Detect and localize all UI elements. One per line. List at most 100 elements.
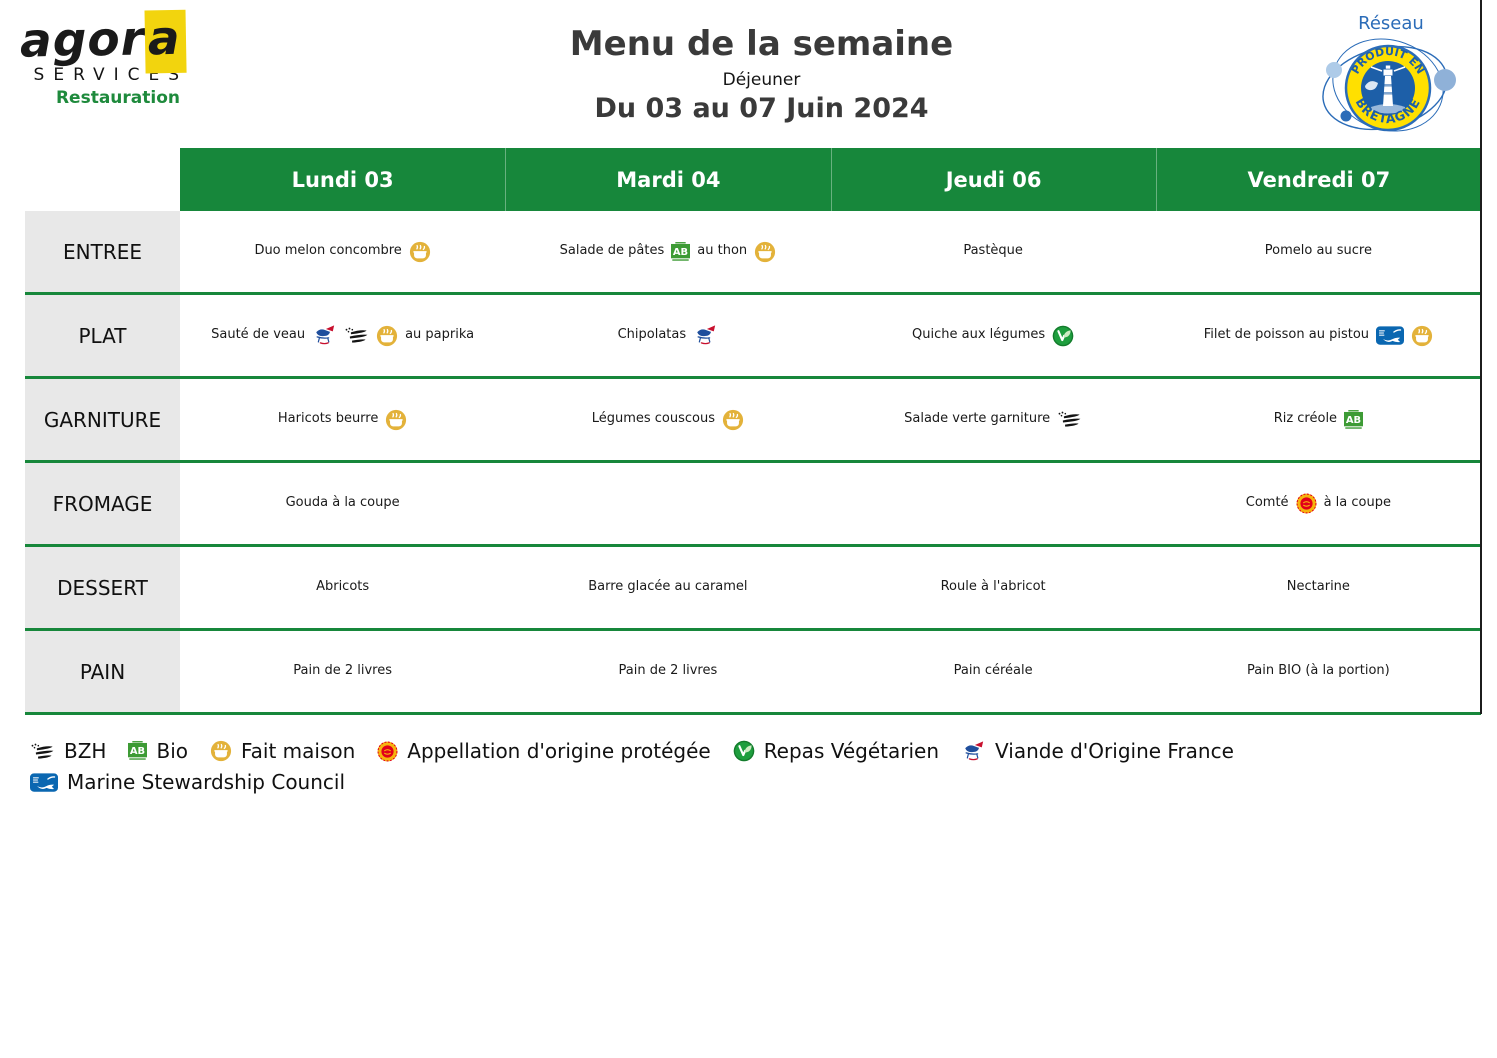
menu-item-text: Pain BIO (à la portion) (1247, 663, 1390, 679)
menu-cell: Pain céréale (831, 631, 1156, 712)
svg-text:AB: AB (673, 247, 688, 258)
viande-france-icon (312, 324, 337, 347)
aop-icon (377, 741, 398, 762)
menu-item-text: Comté (1245, 495, 1289, 511)
meal-subtitle: Déjeuner (722, 70, 801, 91)
row-label-pain: PAIN (25, 631, 180, 712)
menu-cell: Nectarine (1156, 547, 1481, 628)
table-row-garniture: GARNITURE Haricots beurre Légumes cousco… (25, 379, 1481, 463)
agora-wordmark: agora (20, 9, 211, 74)
reseau-label: Réseau (1358, 13, 1424, 34)
table-row-plat: PLAT Sauté de veau au paprika Chipolatas … (25, 295, 1481, 379)
menu-item-text: Salade de pâtes (559, 243, 665, 259)
bio-icon: AB (671, 241, 691, 262)
menu-item-text: Abricots (316, 579, 370, 595)
viande-france-icon (961, 740, 986, 763)
menu-item-text: Salade verte garniture (904, 411, 1051, 427)
menu-cell: Barre glacée au caramel (505, 547, 830, 628)
legend-item-bzh: BZH (30, 739, 106, 763)
legend-label: Marine Stewardship Council (67, 770, 346, 794)
lighthouse-icon (1370, 65, 1406, 106)
legend-label: Bio (156, 739, 188, 763)
menu-item-text: Duo melon concombre (254, 243, 402, 259)
legend-label: BZH (64, 739, 107, 763)
menu-cell: Légumes couscous (505, 379, 830, 460)
menu-item-text: Barre glacée au caramel (588, 579, 748, 595)
row-label-entree: ENTREE (25, 211, 180, 292)
menu-cell: Salade verte garniture (831, 379, 1156, 460)
bio-icon: AB (1344, 409, 1364, 430)
fait-maison-icon (722, 409, 744, 431)
title-block: Menu de la semaine Déjeuner Du 03 au 07 … (210, 12, 1313, 124)
legend-label: Fait maison (240, 739, 356, 763)
legend-item-marine-stewardship-council: Marine Stewardship Council (30, 770, 345, 794)
svg-text:AB: AB (130, 746, 145, 757)
aop-icon (1296, 493, 1317, 514)
fait-maison-icon (385, 409, 407, 431)
brittany-map-shape (1365, 81, 1378, 91)
menu-cell (831, 463, 1156, 544)
day-header-mardi: Mardi 04 (505, 148, 831, 211)
fait-maison-icon (376, 325, 398, 347)
row-label-garniture: GARNITURE (25, 379, 180, 460)
viande-france-icon (693, 324, 718, 347)
menu-cell: Pain de 2 livres (180, 631, 505, 712)
row-label-dessert: DESSERT (25, 547, 180, 628)
legend-label: Repas Végétarien (763, 739, 940, 763)
agora-yellow-square: a (144, 9, 187, 74)
fait-maison-icon (754, 241, 776, 263)
menu-cell: Quiche aux légumes (831, 295, 1156, 376)
bzh-icon (344, 326, 369, 345)
weekly-menu-table: Lundi 03 Mardi 04 Jeudi 06 Vendredi 07 E… (25, 148, 1481, 715)
menu-item-text: Riz créole (1273, 411, 1338, 427)
menu-cell: Comté à la coupe (1156, 463, 1481, 544)
menu-item-text: à la coupe (1323, 495, 1391, 511)
fait-maison-icon (210, 740, 232, 762)
day-header-vendredi: Vendredi 07 (1155, 148, 1481, 211)
menu-item-text: Quiche aux légumes (912, 327, 1046, 343)
table-row-pain: PAIN Pain de 2 livres Pain de 2 livres P… (25, 631, 1481, 715)
legend-line: BZH AB Bio Fait maison Appellation d'origine… (30, 739, 1497, 763)
row-label-plat: PLAT (25, 295, 180, 376)
menu-item-text: Haricots beurre (277, 411, 379, 427)
fait-maison-icon (1411, 325, 1433, 347)
menu-cell: Pain de 2 livres (505, 631, 830, 712)
menu-item-text: Pain de 2 livres (618, 663, 718, 679)
menu-cell: Gouda à la coupe (180, 463, 505, 544)
menu-item-text: Filet de poisson au pistou (1203, 327, 1370, 343)
msc-icon (1376, 326, 1405, 345)
menu-cell: Pomelo au sucre (1156, 211, 1481, 292)
menu-item-text: Pastèque (963, 243, 1023, 259)
menu-cell: Salade de pâtes AB au thon (505, 211, 830, 292)
menu-cell: Riz créole AB (1156, 379, 1481, 460)
table-row-entree: ENTREE Duo melon concombre Salade de pât… (25, 211, 1481, 295)
menu-cell: Duo melon concombre (180, 211, 505, 292)
day-header-row: Lundi 03 Mardi 04 Jeudi 06 Vendredi 07 (25, 148, 1481, 211)
menu-cell: Sauté de veau au paprika (180, 295, 505, 376)
menu-cell (505, 463, 830, 544)
legend-label: Viande d'Origine France (995, 739, 1234, 763)
menu-cell: Chipolatas (505, 295, 830, 376)
date-range: Du 03 au 07 Juin 2024 (594, 93, 929, 125)
page-header: agora SERVICES Restauration Menu de la s… (0, 0, 1497, 148)
day-header-jeudi: Jeudi 06 (830, 148, 1156, 211)
legend: BZH AB Bio Fait maison Appellation d'origine… (30, 739, 1497, 794)
table-corner (25, 148, 180, 211)
legend-item-repas-v-g-tarien: Repas Végétarien (733, 739, 939, 763)
menu-cell: Haricots beurre (180, 379, 505, 460)
menu-item-text: Pain de 2 livres (293, 663, 392, 679)
menu-item-text: Nectarine (1286, 579, 1350, 595)
legend-item-appellation-d-origine-prot-g-e: Appellation d'origine protégée (377, 739, 711, 763)
menu-item-text: Roule à l'abricot (940, 579, 1046, 595)
menu-item-text: Sauté de veau (211, 327, 306, 343)
menu-cell: Roule à l'abricot (831, 547, 1156, 628)
svg-text:AB: AB (1346, 415, 1361, 426)
bio-icon: AB (128, 741, 148, 761)
menu-cell: Pain BIO (à la portion) (1156, 631, 1481, 712)
legend-item-fait-maison: Fait maison (210, 739, 355, 763)
menu-cell: Filet de poisson au pistou (1156, 295, 1481, 376)
menu-cell: Abricots (180, 547, 505, 628)
menu-item-text: Pomelo au sucre (1264, 243, 1372, 259)
legend-label: Appellation d'origine protégée (407, 739, 711, 763)
